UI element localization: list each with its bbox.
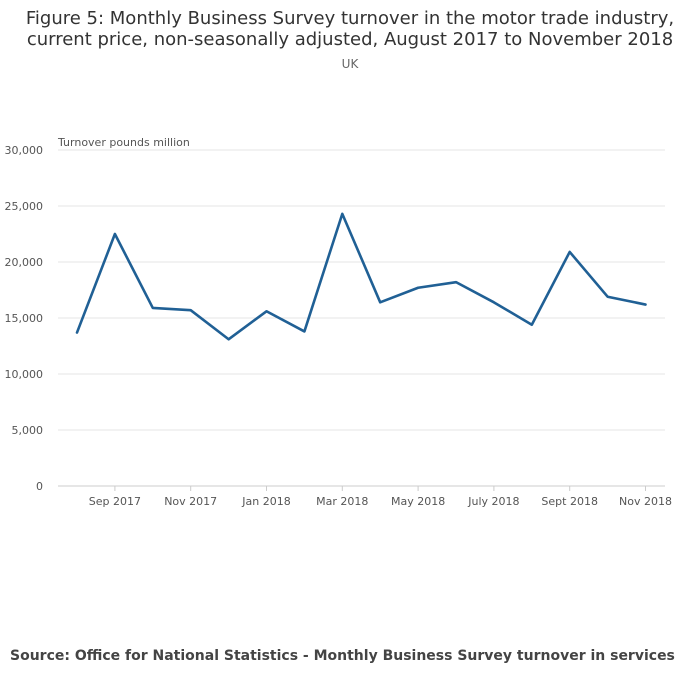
x-tick-label: May 2018 <box>391 495 445 508</box>
gridlines <box>58 149 665 487</box>
series-layer <box>75 212 647 341</box>
x-tick-label: Jan 2018 <box>241 495 290 508</box>
x-tick-label: Nov 2018 <box>619 495 672 508</box>
y-tick-label: 5,000 <box>12 424 44 437</box>
series-line <box>75 212 647 341</box>
source-note: Source: Office for National Statistics -… <box>10 648 675 664</box>
y-tick-label: 15,000 <box>5 312 44 325</box>
y-tick-label: 30,000 <box>5 144 44 157</box>
x-tick-label: Sep 2017 <box>89 495 141 508</box>
x-tick-label: Sept 2018 <box>541 495 598 508</box>
y-tick-label: 0 <box>36 480 43 493</box>
y-axis-label: Turnover pounds million <box>57 136 190 149</box>
x-tick-labels: Sep 2017 Nov 2017 Jan 2018 Mar 2018 May 2018… <box>89 486 672 508</box>
y-tick-label: 10,000 <box>5 368 44 381</box>
chart-subtitle: UK <box>342 57 360 71</box>
chart-title-line-2: current price, non-seasonally adjusted, … <box>27 29 673 50</box>
chart-title-line-1: Figure 5: Monthly Business Survey turnov… <box>26 8 674 29</box>
y-tick-labels: 0 5,000 10,000 15,000 20,000 25,000 30,000 <box>5 144 44 493</box>
x-tick-label: Nov 2017 <box>164 495 217 508</box>
x-tick-label: July 2018 <box>467 495 519 508</box>
y-tick-label: 25,000 <box>5 200 44 213</box>
x-tick-label: Mar 2018 <box>316 495 368 508</box>
y-tick-label: 20,000 <box>5 256 44 269</box>
